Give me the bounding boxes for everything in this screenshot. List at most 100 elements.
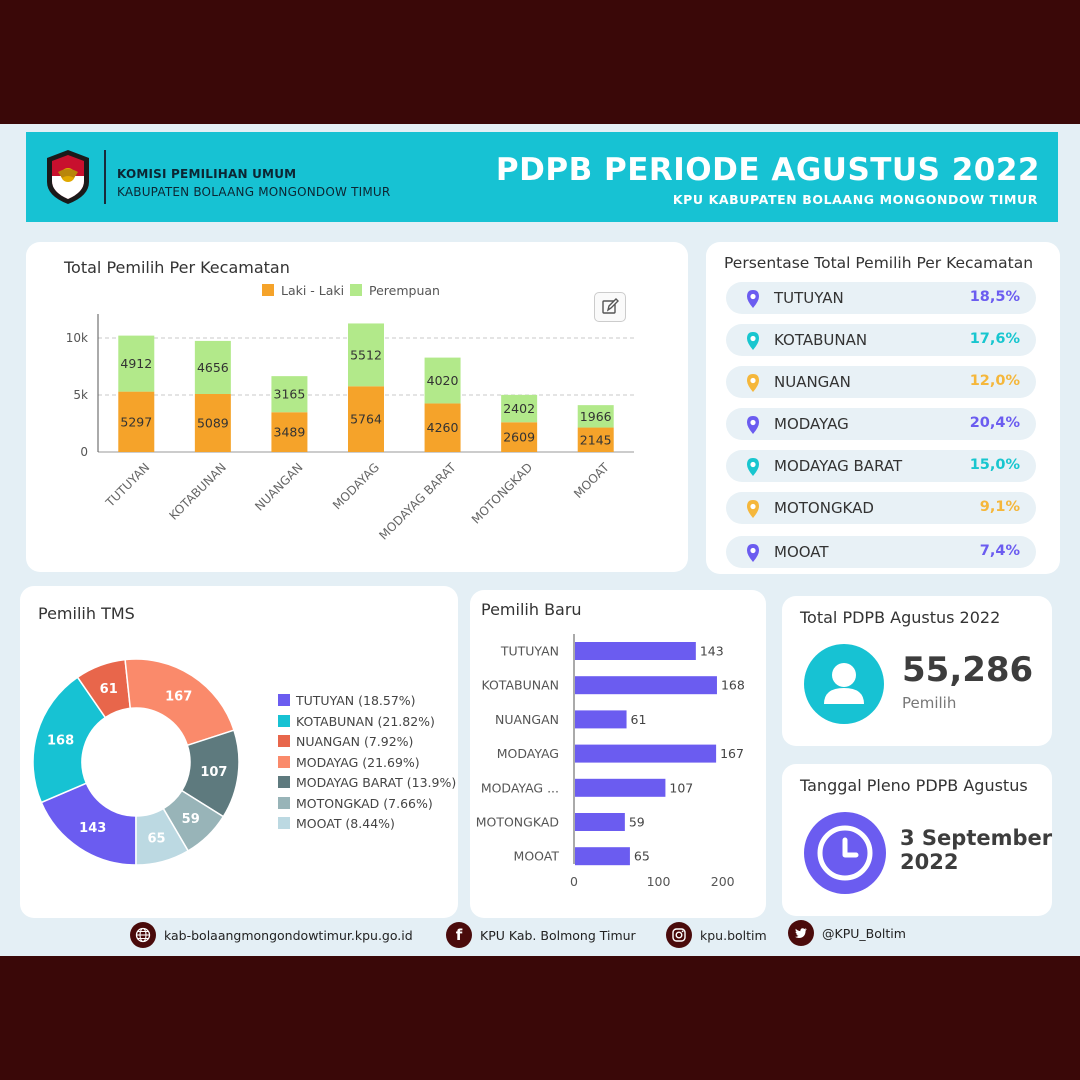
total-title: Total PDPB Agustus 2022: [800, 608, 1001, 627]
hbar-category-label: KOTABUNAN: [481, 678, 559, 693]
bar-value-label: 1966: [580, 409, 612, 424]
legend-swatch: [278, 755, 290, 768]
x-tick-label: MOOAT: [571, 460, 612, 501]
facebook-icon: f: [446, 922, 472, 948]
hbar-category-label: MOTONGKAD: [476, 815, 559, 830]
tms-legend-label: TUTUYAN (18.57%): [296, 693, 416, 708]
bar-segment: [348, 323, 384, 387]
donut-value-label: 65: [148, 831, 166, 846]
percentage-name: TUTUYAN: [774, 289, 844, 307]
hbar-value-label: 143: [700, 644, 724, 659]
x-tick-label: 0: [570, 874, 578, 889]
bar-value-label: 2145: [580, 432, 612, 447]
bar-segment: [194, 340, 231, 394]
bar-segment: [577, 405, 614, 428]
legend-swatch: [278, 776, 290, 788]
hbar: [575, 676, 717, 695]
percentage-card: Persentase Total Pemilih Per Kecamatan T…: [706, 242, 1060, 574]
footer-twitter[interactable]: @KPU_Boltim: [788, 918, 906, 948]
percentage-name: NUANGAN: [774, 373, 851, 391]
footer-facebook[interactable]: f KPU Kab. Bolmong Timur: [446, 920, 636, 950]
infographic-sheet: KOMISI PEMILIHAN UMUM KABUPATEN BOLAANG …: [0, 124, 1080, 956]
hbar: [575, 778, 666, 797]
bar-value-label: 5297: [120, 414, 152, 429]
percentage-value: 20,4%: [969, 415, 1020, 431]
bar-value-label: 4260: [427, 420, 459, 435]
percentage-name: KOTABUNAN: [774, 331, 868, 349]
bar-segment: [424, 357, 461, 404]
footer-instagram[interactable]: kpu.boltim: [666, 920, 767, 950]
hbar-value-label: 65: [634, 849, 650, 864]
hbar-category-label: MODAYAG: [497, 746, 559, 761]
hbar-value-label: 61: [631, 712, 647, 727]
legend-swatch: [278, 735, 290, 747]
location-pin-icon: [747, 374, 759, 392]
location-pin-icon: [747, 416, 759, 434]
globe-icon: [130, 922, 156, 948]
percentage-value: 15,0%: [969, 457, 1020, 473]
edit-icon: [602, 298, 619, 314]
location-pin-icon: [747, 500, 759, 518]
tms-legend-item: MOTONGKAD (7.66%): [278, 796, 433, 812]
tms-legend-label: KOTABUNAN (21.82%): [296, 713, 435, 729]
legend-female-swatch: [350, 284, 362, 296]
footer-instagram-text: kpu.boltim: [700, 927, 767, 943]
bar-value-label: 4656: [197, 360, 229, 375]
donut-value-label: 168: [47, 734, 74, 749]
tms-legend-label: MOOAT (8.44%): [296, 816, 395, 831]
hbar-category-label: NUANGAN: [495, 712, 559, 727]
legend-swatch: [278, 714, 290, 727]
bar-segment: [118, 335, 155, 392]
percentage-row: MOOAT 7,4%: [726, 536, 1036, 568]
header-divider: [104, 150, 106, 204]
percentage-row: MODAYAG 20,4%: [726, 408, 1036, 440]
hbar-category-label: MOOAT: [514, 849, 560, 864]
tms-title: Pemilih TMS: [38, 604, 135, 623]
pleno-title: Tanggal Pleno PDPB Agustus: [800, 776, 1028, 795]
percentage-name: MOOAT: [774, 543, 829, 561]
footer-website[interactable]: kab-bolaangmongondowtimur.kpu.go.id: [130, 920, 413, 950]
stacked-chart-card: Total Pemilih Per Kecamatan Laki - Laki …: [26, 242, 688, 572]
x-tick-label: 100: [647, 874, 671, 889]
stacked-bar-chart: Laki - Laki Perempuan 0 5k 10k 5297 4912 TUTU…: [66, 283, 634, 543]
stacked-chart-title: Total Pemilih Per Kecamatan: [64, 258, 290, 277]
percentage-row: MODAYAG BARAT 15,0%: [726, 450, 1036, 482]
bar-segment: [271, 376, 308, 413]
edit-button[interactable]: [594, 292, 626, 322]
hbar-category-label: MODAYAG ...: [481, 780, 559, 795]
bar-segment: [118, 391, 155, 452]
percentage-name: MODAYAG BARAT: [774, 457, 903, 475]
bar-segment: [577, 427, 614, 452]
y-tick-label: 10k: [66, 331, 88, 345]
baru-card: Pemilih Baru TUTUYAN 143 KOTABUNAN 168 NUANG…: [470, 590, 766, 918]
total-unit: Pemilih: [902, 694, 957, 712]
percentage-row: TUTUYAN 18,5%: [726, 282, 1036, 314]
bar-segment: [501, 394, 538, 423]
bar-value-label: 4912: [120, 356, 152, 371]
legend-male-swatch: [262, 284, 274, 296]
footer-website-text: kab-bolaangmongondowtimur.kpu.go.id: [164, 927, 413, 943]
y-tick-label: 5k: [73, 388, 88, 402]
percentage-value: 18,5%: [969, 289, 1020, 305]
org-region: KABUPATEN BOLAANG MONGONDOW TIMUR: [117, 185, 391, 199]
instagram-icon: [666, 922, 692, 948]
bar-value-label: 5764: [350, 412, 382, 427]
bar-value-label: 3165: [274, 387, 306, 402]
hbar-category-label: TUTUYAN: [500, 644, 559, 659]
bar-value-label: 2402: [503, 401, 535, 416]
pleno-card: Tanggal Pleno PDPB Agustus 3 September 2…: [782, 764, 1052, 916]
org-name: KOMISI PEMILIHAN UMUM: [117, 167, 297, 181]
donut-value-label: 59: [182, 812, 200, 827]
bar-value-label: 5089: [197, 415, 229, 430]
pleno-date-line2: 2022: [900, 850, 959, 874]
hbar-value-label: 168: [721, 678, 745, 693]
x-tick-label: MODAYAG: [330, 460, 382, 512]
bar-value-label: 4020: [427, 373, 459, 388]
x-tick-label: NUANGAN: [252, 460, 305, 513]
x-tick-label: 200: [711, 874, 735, 889]
donut-value-label: 167: [165, 690, 192, 705]
percentage-value: 9,1%: [979, 499, 1020, 515]
percentage-value: 7,4%: [979, 543, 1020, 559]
bar-value-label: 3489: [274, 425, 306, 440]
location-pin-icon: [747, 290, 759, 308]
